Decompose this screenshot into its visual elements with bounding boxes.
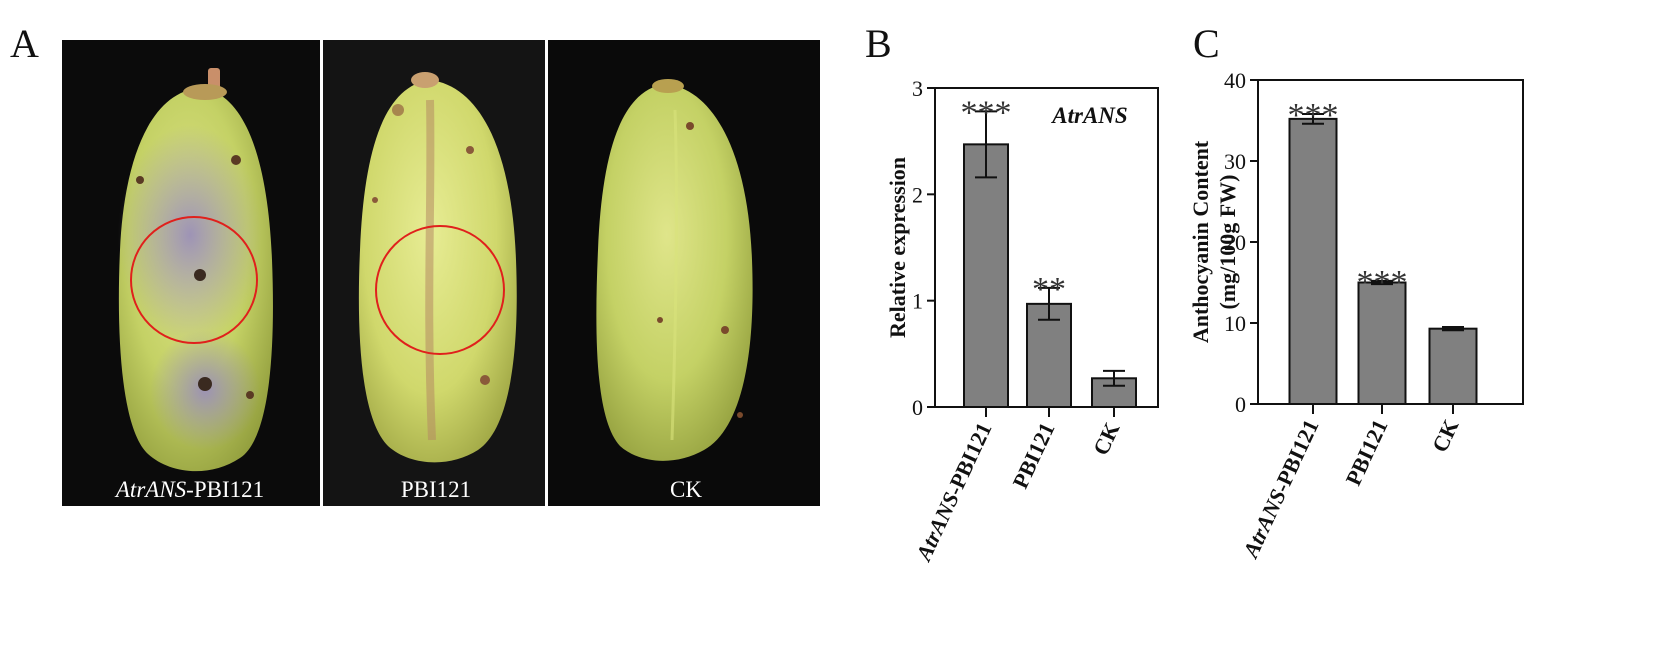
y-tick-label: 3 [912,76,923,101]
y-tick-label: 2 [912,182,923,207]
photo-pbi121: PBI121 [323,40,545,506]
x-category-label-2: CK [1088,419,1125,459]
photo-label-1: AtrANS-PBI121 [114,477,264,502]
y-tick-label: 1 [912,289,923,314]
purple-stain-upper [118,125,262,345]
significance-marker-1: *** [1357,264,1408,301]
photo-label-2: PBI121 [401,477,471,502]
panel-letter-b: B [865,21,892,66]
panel-letter-a: A [10,21,39,66]
photo-panel: AtrANS-PBI121 PBI121 CK [62,40,820,506]
significance-marker-1: ** [1032,271,1066,308]
fruit-2 [358,80,517,463]
y-tick-label: 20 [1224,230,1246,255]
panel-letter-c: C [1193,21,1220,66]
treatment-circle-1 [130,216,258,344]
fruit-3 [596,84,753,461]
treatment-circle-2 [375,225,505,355]
significance-marker-0: *** [1288,97,1339,134]
y-axis-label-line2: (mg/100g FW) [1215,174,1240,309]
y-tick-label: 40 [1224,68,1246,93]
significance-marker-0: *** [961,94,1012,131]
gene-label: AtrANS [1050,103,1127,128]
chart-c: 0 10 20 30 40 Anthocyanin Content (mg/100g FW)… [1188,68,1524,564]
photo-label-3: CK [670,477,702,502]
bar-2 [1428,327,1478,406]
y-tick-label: 30 [1224,149,1246,174]
y-axis-label: Relative expression [885,157,910,338]
x-category-label-0: AtrANS-PBI121 [1237,416,1324,564]
y-axis-label-line1: Anthocyanin Content [1188,140,1213,343]
x-category-label-1: PBI121 [1007,419,1059,493]
bar-0 [963,143,1009,409]
chart-b: 0 1 2 3 Relative expression AtrANS *** AtrANS-P… [885,76,1159,567]
photo-ck: CK [548,40,820,506]
bar-1 [1026,302,1072,408]
photo-atrans-pbi121: AtrANS-PBI121 [62,40,320,506]
x-category-label-1: PBI121 [1340,416,1392,490]
y-tick-label: 10 [1224,311,1246,336]
x-category-label-2: CK [1427,416,1464,456]
y-tick-label: 0 [912,395,923,420]
y-tick-label: 0 [1235,392,1246,417]
bar-0 [1288,117,1338,405]
x-category-label-0: AtrANS-PBI121 [910,419,997,567]
